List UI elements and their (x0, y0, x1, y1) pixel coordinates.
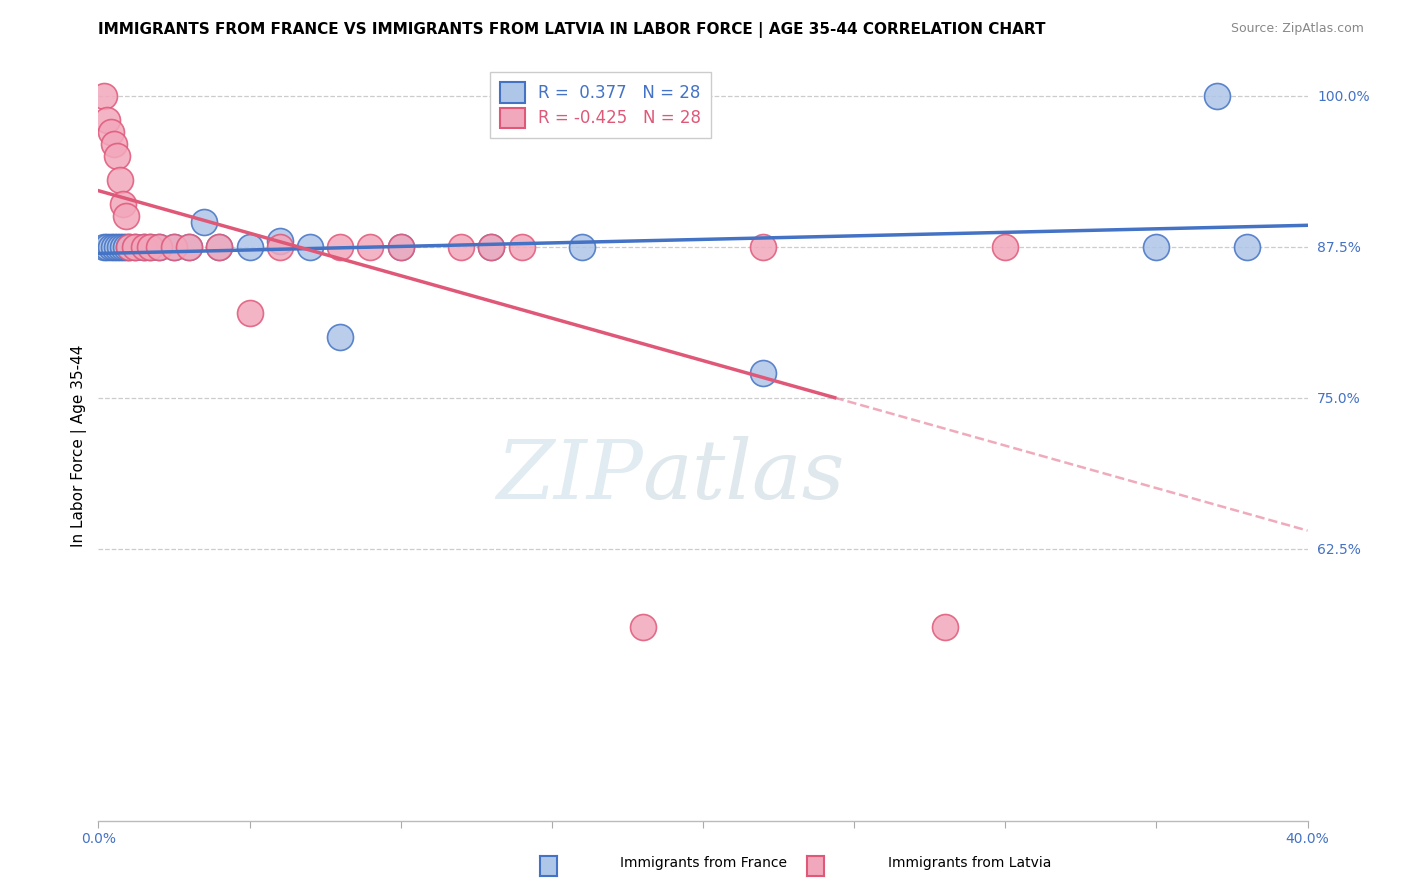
Point (994, 239, 1017, 253)
Point (1236, 239, 1258, 253)
Point (132, 239, 155, 253)
Point (329, 239, 352, 253)
Point (103, 136, 125, 151)
Point (481, 239, 503, 253)
Text: Immigrants from Latvia: Immigrants from Latvia (889, 855, 1052, 870)
Point (100, 239, 122, 253)
Point (571, 239, 593, 253)
Point (389, 239, 412, 253)
Point (193, 215, 215, 229)
Point (148, 239, 170, 253)
Point (450, 239, 472, 253)
Point (103, 239, 125, 253)
Point (139, 239, 162, 253)
Text: IMMIGRANTS FROM FRANCE VS IMMIGRANTS FROM LATVIA IN LABOR FORCE | AGE 35-44 CORR: IMMIGRANTS FROM FRANCE VS IMMIGRANTS FRO… (98, 22, 1046, 38)
Point (179, 239, 201, 253)
Point (269, 234, 291, 248)
Point (481, 239, 503, 253)
Text: Source: ZipAtlas.com: Source: ZipAtlas.com (1230, 22, 1364, 36)
Point (105, 149, 128, 163)
Point (96, 239, 118, 253)
Point (100, 125, 122, 139)
Point (239, 239, 262, 253)
Text: Immigrants from France: Immigrants from France (620, 855, 786, 870)
Text: ZIP: ZIP (496, 436, 643, 516)
Text: atlas: atlas (643, 436, 845, 516)
Point (329, 330, 352, 344)
Legend: R =  0.377   N = 28, R = -0.425   N = 28: R = 0.377 N = 28, R = -0.425 N = 28 (489, 72, 711, 138)
Point (96, 112, 118, 127)
Point (1144, 239, 1167, 253)
Point (208, 239, 231, 253)
Point (163, 239, 186, 253)
Point (111, 239, 134, 253)
Point (118, 239, 141, 253)
Point (389, 239, 412, 253)
Point (752, 239, 775, 253)
Point (114, 210, 136, 224)
Point (179, 239, 201, 253)
Point (139, 239, 162, 253)
Point (163, 239, 186, 253)
Point (108, 173, 131, 187)
Point (631, 620, 654, 634)
Point (239, 306, 262, 320)
Point (1206, 88, 1229, 103)
Point (111, 197, 134, 211)
Point (148, 239, 170, 253)
Point (93, 88, 115, 103)
Point (105, 239, 128, 253)
Point (299, 239, 322, 253)
Point (934, 620, 956, 634)
Point (510, 239, 533, 253)
Y-axis label: In Labor Force | Age 35-44: In Labor Force | Age 35-44 (72, 345, 87, 547)
Point (360, 239, 382, 253)
Point (118, 239, 141, 253)
Point (132, 239, 155, 253)
Point (124, 239, 146, 253)
Point (124, 239, 146, 253)
Point (269, 239, 291, 253)
Point (752, 367, 775, 381)
Point (208, 239, 231, 253)
Point (108, 239, 131, 253)
Point (93, 239, 115, 253)
Point (114, 239, 136, 253)
